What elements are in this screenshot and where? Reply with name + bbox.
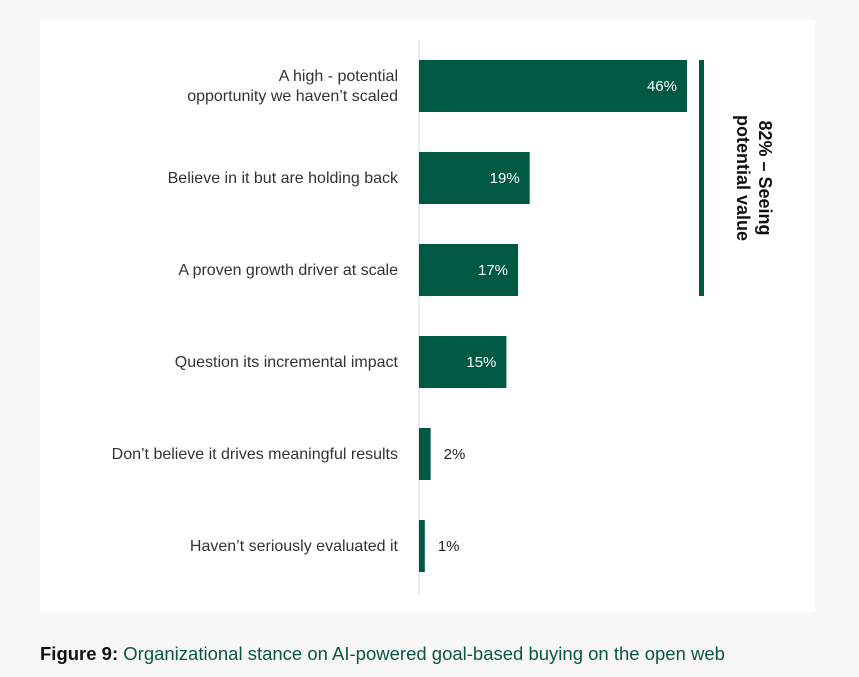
bar-1 <box>419 152 530 204</box>
category-label-0-line-0: A high - potential <box>279 68 398 85</box>
bar-5 <box>419 520 425 572</box>
category-label-1: Believe in it but are holding back <box>168 170 399 187</box>
value-label-4: 2% <box>444 446 466 463</box>
bar-0 <box>419 60 687 112</box>
bar-3 <box>419 336 507 388</box>
bracket-bar <box>699 60 704 296</box>
category-label-5: Haven’t seriously evaluated it <box>190 538 399 555</box>
value-label-1: 19% <box>490 170 520 187</box>
value-label-3: 15% <box>466 354 496 371</box>
value-label-2: 17% <box>478 262 508 279</box>
bar-chart: A high - potential opportunity we haven’t… <box>112 40 775 595</box>
figure-number: Figure 9: <box>40 643 119 664</box>
bracket-label-line-0: 82% – Seeing <box>755 120 775 235</box>
value-label-5: 1% <box>438 538 460 555</box>
value-label-0: 46% <box>647 78 677 95</box>
category-label-0-line-1: opportunity we haven’t scaled <box>187 88 398 105</box>
caption-text: Organizational stance on AI-powered goal… <box>123 643 725 664</box>
bar-2 <box>419 244 519 296</box>
category-label-4: Don’t believe it drives meaningful resul… <box>112 446 398 463</box>
figure-caption: Figure 9: Organizational stance on AI-po… <box>40 643 725 665</box>
bar-4 <box>419 428 431 480</box>
category-label-3: Question its incremental impact <box>175 354 399 371</box>
category-label-2: A proven growth driver at scale <box>178 262 398 279</box>
bracket-label-line-1: potential value <box>733 115 753 241</box>
chart-panel: A high - potential opportunity we haven’t… <box>40 20 815 612</box>
